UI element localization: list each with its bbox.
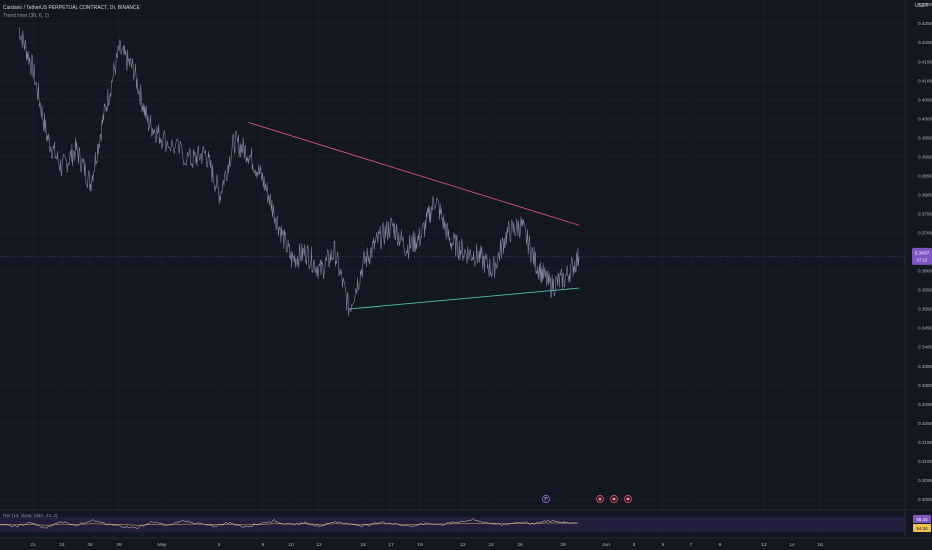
time-tick-label: 9 xyxy=(719,542,722,548)
time-tick-label: 19 xyxy=(417,542,423,548)
dividend-icon-dot xyxy=(627,498,630,501)
price-tick-label: 0.4000 xyxy=(918,116,932,121)
price-tick-label: 0.3850 xyxy=(918,173,932,178)
dividend-icon[interactable] xyxy=(596,495,603,502)
time-tick-label: 14 xyxy=(789,542,795,548)
last-price-value: 0.3637 xyxy=(915,250,930,256)
dividend-icon-dot xyxy=(613,498,616,501)
price-tick-label: 0.3600 xyxy=(918,269,932,274)
price-tick-label: 0.3550 xyxy=(918,288,932,293)
price-tick-label: 0.3400 xyxy=(918,345,932,350)
time-tick-label: 29 xyxy=(560,542,566,548)
dividend-icon-dot xyxy=(599,498,602,501)
time-tick-label: 5 xyxy=(662,542,665,548)
flag-icon-circle xyxy=(542,495,549,502)
price-tick-label: 0.3000 xyxy=(918,497,932,502)
price-badges: 0.363707:16 xyxy=(912,248,932,265)
price-tick-label: 0.4150 xyxy=(918,59,932,64)
price-tick-label: 0.3350 xyxy=(918,364,932,369)
symbol-title[interactable]: Cardano / TetherUS PERPETUAL CONTRACT, 1… xyxy=(3,4,140,12)
time-tick-label: 28 xyxy=(116,542,122,548)
price-tick-label: 0.4200 xyxy=(918,40,932,45)
grid xyxy=(0,0,905,538)
indicator-title[interactable]: Trend lines (30, 6, 1) xyxy=(3,12,140,20)
time-tick-label: Jun xyxy=(602,542,610,548)
chart-legend: Cardano / TetherUS PERPETUAL CONTRACT, 1… xyxy=(3,4,140,20)
time-tick-label: 3 xyxy=(633,542,636,548)
price-tick-label: 0.3700 xyxy=(918,231,932,236)
price-tick-label: 0.4050 xyxy=(918,97,932,102)
time-tick-label: 7 xyxy=(690,542,693,548)
flag-icon[interactable] xyxy=(542,495,549,502)
time-tick-label: 8 xyxy=(262,542,265,548)
rsi-pane: 55.44 54.34 xyxy=(0,515,931,532)
dividend-icon[interactable] xyxy=(610,495,617,502)
price-tick-label: 0.3500 xyxy=(918,307,932,312)
time-tick-label: 26 xyxy=(517,542,523,548)
bar-countdown: 07:16 xyxy=(917,257,928,262)
price-tick-label: 0.3900 xyxy=(918,154,932,159)
support-trend-line xyxy=(349,288,579,309)
time-tick-label: 16 xyxy=(817,542,823,548)
time-tick-label: 15 xyxy=(360,542,366,548)
price-tick-label: 0.3200 xyxy=(918,421,932,426)
time-tick-label: 24 xyxy=(488,542,494,548)
price-tick-label: 0.3100 xyxy=(918,459,932,464)
time-tick-label: 12 xyxy=(316,542,322,548)
time-tick-label: 21 xyxy=(30,542,36,548)
currency-label[interactable]: USDT xyxy=(915,3,929,9)
price-tick-label: 0.3250 xyxy=(918,402,932,407)
price-tick-label: 0.4100 xyxy=(918,78,932,83)
time-tick-label: 5 xyxy=(218,542,221,548)
time-tick-label: 17 xyxy=(388,542,394,548)
time-tick-label: 10 xyxy=(288,542,294,548)
time-tick-label: 26 xyxy=(87,542,93,548)
price-series xyxy=(19,27,579,316)
price-line xyxy=(19,28,579,317)
time-tick-label: 12 xyxy=(761,542,767,548)
price-tick-label: 0.3150 xyxy=(918,440,932,445)
rsi-legend[interactable]: RSI (14, close, SMA, 14, 2) xyxy=(3,513,58,518)
price-tick-label: 0.4250 xyxy=(918,21,932,26)
price-tick-label: 0.3450 xyxy=(918,326,932,331)
time-tick-label: 22 xyxy=(460,542,466,548)
price-tick-label: 0.3300 xyxy=(918,383,932,388)
rsi-value: 55.44 xyxy=(916,517,928,522)
rsi-band xyxy=(0,517,905,532)
trend-lines xyxy=(249,122,580,309)
price-tick-label: 0.3950 xyxy=(918,135,932,140)
price-tick-label: 0.3750 xyxy=(918,212,932,217)
dividend-icon[interactable] xyxy=(624,495,631,502)
time-tick-label: 24 xyxy=(59,542,65,548)
rsi-ma-value: 54.34 xyxy=(916,526,928,531)
price-tick-label: 0.3800 xyxy=(918,192,932,197)
price-tick-label: 0.3050 xyxy=(918,478,932,483)
time-tick-label: May xyxy=(157,542,167,548)
